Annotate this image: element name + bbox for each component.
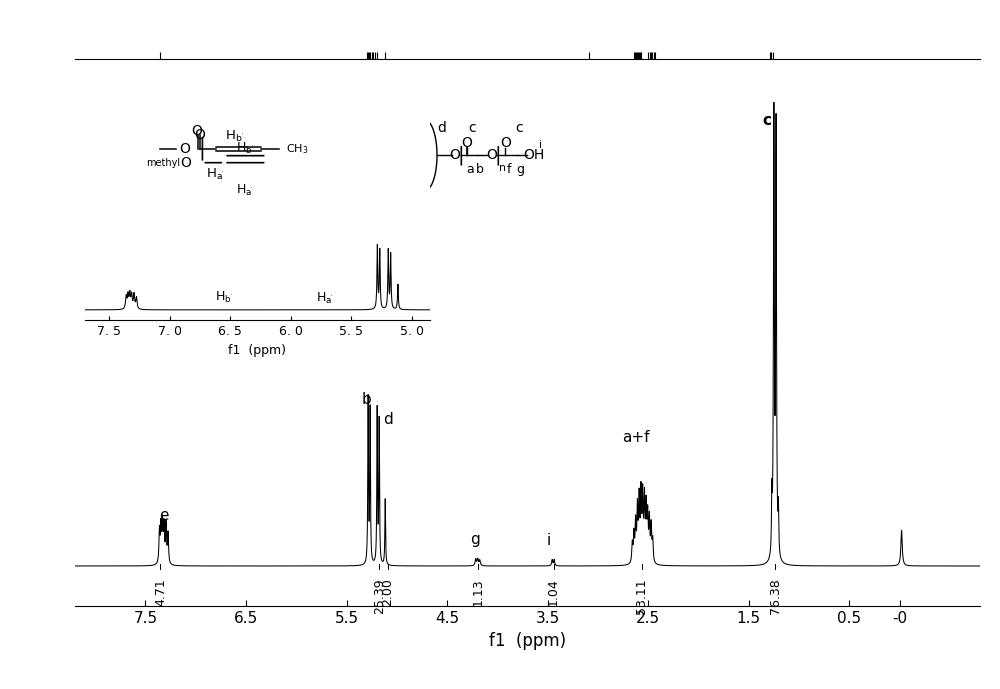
Text: $\mathregular{H_{a'}}$: $\mathregular{H_{a'}}$ bbox=[206, 167, 225, 182]
Text: O: O bbox=[195, 127, 205, 142]
Text: c: c bbox=[516, 121, 523, 135]
Text: |: | bbox=[458, 145, 464, 165]
Text: $\mathregular{CH_3}$: $\mathregular{CH_3}$ bbox=[286, 142, 308, 156]
Text: b: b bbox=[476, 163, 484, 176]
Text: d: d bbox=[438, 121, 446, 135]
Text: O: O bbox=[180, 156, 191, 169]
Text: n: n bbox=[499, 163, 506, 173]
Text: $\mathregular{H_{b'}}$: $\mathregular{H_{b'}}$ bbox=[215, 290, 233, 305]
Text: O: O bbox=[191, 124, 202, 138]
Text: O: O bbox=[462, 136, 473, 150]
X-axis label: f1  (ppm): f1 (ppm) bbox=[228, 344, 287, 357]
Text: g: g bbox=[516, 163, 524, 176]
Text: $\mathregular{H_{b'}}$: $\mathregular{H_{b'}}$ bbox=[236, 141, 254, 156]
Text: c: c bbox=[468, 121, 476, 135]
Text: d: d bbox=[383, 413, 392, 427]
Text: $\mathregular{H_{a'}}$: $\mathregular{H_{a'}}$ bbox=[236, 183, 254, 198]
Text: O: O bbox=[450, 148, 461, 162]
Text: i: i bbox=[546, 533, 551, 548]
Text: O: O bbox=[486, 148, 497, 162]
Text: e: e bbox=[159, 508, 168, 523]
Text: $\mathregular{H_{a'}}$: $\mathregular{H_{a'}}$ bbox=[316, 291, 334, 307]
Text: 1.04: 1.04 bbox=[547, 579, 560, 606]
Text: 1.13: 1.13 bbox=[472, 579, 485, 606]
Text: b: b bbox=[362, 392, 371, 407]
Text: $\mathregular{H_{b'}}$: $\mathregular{H_{b'}}$ bbox=[225, 129, 245, 144]
Text: methyl: methyl bbox=[147, 158, 181, 167]
Text: f: f bbox=[507, 163, 512, 176]
Text: 4.71: 4.71 bbox=[154, 579, 167, 606]
Text: |: | bbox=[494, 145, 501, 165]
Text: a: a bbox=[466, 163, 474, 176]
Text: OH: OH bbox=[523, 148, 544, 162]
Text: O: O bbox=[500, 136, 511, 150]
Text: i: i bbox=[539, 140, 542, 150]
Text: O: O bbox=[179, 142, 190, 156]
Text: 25.39: 25.39 bbox=[373, 579, 386, 614]
X-axis label: f1  (ppm): f1 (ppm) bbox=[489, 632, 566, 650]
Text: a+f: a+f bbox=[622, 430, 650, 445]
Text: e: e bbox=[420, 121, 428, 135]
Text: 76.38: 76.38 bbox=[769, 579, 782, 615]
Text: g: g bbox=[470, 532, 480, 547]
Text: 53.11: 53.11 bbox=[635, 579, 648, 614]
Text: c: c bbox=[762, 112, 771, 127]
Text: 2.00: 2.00 bbox=[381, 579, 394, 606]
